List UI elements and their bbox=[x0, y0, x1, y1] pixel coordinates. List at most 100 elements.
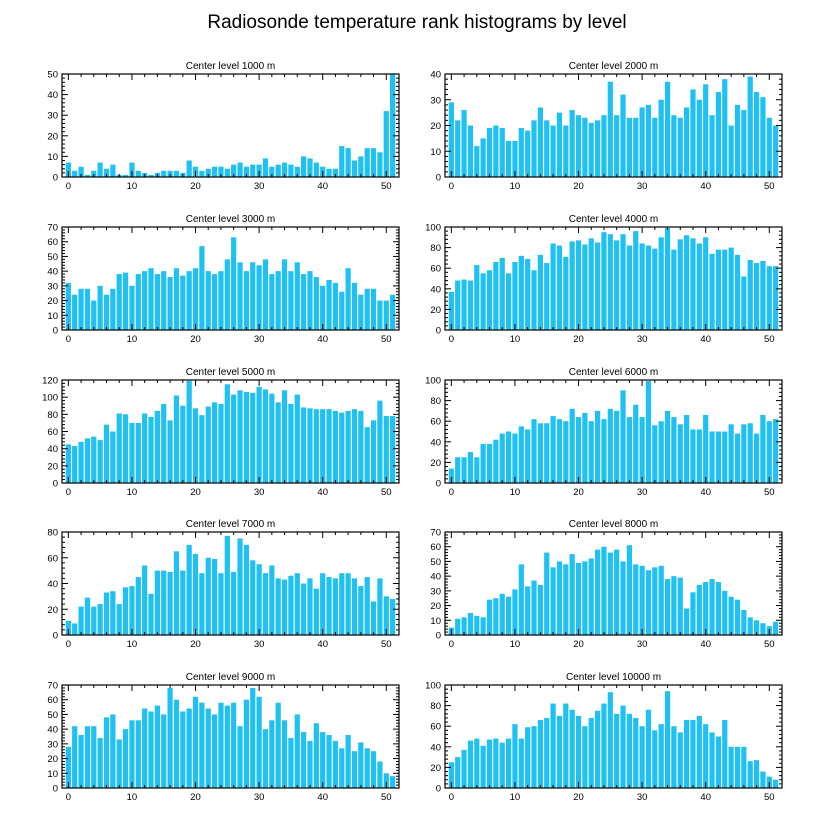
bar bbox=[480, 273, 486, 330]
bar bbox=[370, 288, 377, 330]
bar bbox=[275, 402, 281, 483]
x-tick-label: 0 bbox=[66, 487, 71, 498]
y-tick-label: 20 bbox=[430, 121, 441, 132]
x-tick-label: 40 bbox=[700, 334, 711, 345]
y-tick-label: 0 bbox=[436, 326, 441, 337]
bar bbox=[167, 277, 173, 330]
bar bbox=[91, 170, 97, 177]
x-tick-label: 0 bbox=[66, 334, 71, 345]
bar bbox=[148, 711, 154, 788]
bar bbox=[281, 390, 288, 483]
bar bbox=[512, 140, 518, 177]
bar bbox=[601, 419, 607, 483]
x-tick-label: 50 bbox=[381, 639, 392, 650]
bar bbox=[186, 708, 192, 788]
x-tick-label: 50 bbox=[764, 792, 775, 803]
bar bbox=[582, 726, 588, 788]
bar bbox=[237, 538, 243, 635]
bar bbox=[766, 421, 772, 483]
bar bbox=[122, 729, 129, 788]
bar bbox=[186, 544, 192, 636]
x-tick-label: 40 bbox=[317, 181, 328, 192]
bar bbox=[339, 412, 345, 483]
bar bbox=[664, 579, 671, 635]
bar bbox=[467, 125, 474, 177]
x-tick-label: 0 bbox=[66, 792, 71, 803]
bar bbox=[218, 573, 224, 635]
bar bbox=[645, 570, 652, 635]
bar bbox=[173, 170, 180, 177]
panel-5: Center level 5000 m 0 10 20 30 40 50 0 20 40 60 80 1… bbox=[42, 367, 400, 498]
bar bbox=[563, 564, 569, 635]
bar bbox=[753, 92, 760, 177]
bar bbox=[556, 419, 563, 483]
y-tick-label: 80 bbox=[47, 410, 58, 421]
x-tick-label: 30 bbox=[254, 334, 265, 345]
plot-frame bbox=[444, 226, 783, 331]
bar bbox=[180, 405, 186, 483]
bar bbox=[84, 726, 91, 788]
bar bbox=[212, 402, 218, 483]
panel-title: Center level 1000 m bbox=[186, 61, 276, 72]
bar bbox=[358, 156, 364, 177]
panel-3: Center level 3000 m 0 10 20 30 40 50 0 10 20 30 40 5… bbox=[47, 214, 400, 345]
bar bbox=[231, 702, 237, 788]
bar bbox=[709, 115, 715, 177]
x-tick-label: 0 bbox=[449, 181, 454, 192]
y-tick-label: 10 bbox=[47, 152, 58, 163]
bar bbox=[734, 746, 741, 788]
y-tick-label: 20 bbox=[47, 754, 58, 765]
bar bbox=[390, 294, 396, 330]
y-tick-label: 30 bbox=[430, 95, 441, 106]
bar bbox=[281, 579, 288, 635]
bar bbox=[639, 417, 645, 483]
bar bbox=[370, 420, 377, 483]
y-tick-label: 80 bbox=[430, 396, 441, 407]
x-tick-label: 0 bbox=[66, 181, 71, 192]
bar bbox=[544, 552, 550, 635]
bar bbox=[161, 570, 167, 636]
bar bbox=[709, 579, 715, 635]
x-tick-label: 40 bbox=[317, 639, 328, 650]
panel-title: Center level 9000 m bbox=[186, 672, 276, 683]
bar bbox=[364, 288, 370, 330]
bar bbox=[696, 99, 702, 177]
bar bbox=[275, 578, 281, 635]
bar bbox=[186, 380, 192, 483]
bar bbox=[186, 160, 192, 177]
bar bbox=[218, 271, 224, 330]
bar bbox=[301, 407, 307, 483]
bar bbox=[671, 576, 677, 635]
bar bbox=[313, 162, 319, 177]
bar bbox=[383, 300, 389, 330]
bar bbox=[607, 234, 613, 330]
bar bbox=[142, 565, 148, 635]
bar bbox=[326, 279, 332, 330]
bar bbox=[582, 244, 588, 330]
bar bbox=[192, 408, 199, 483]
y-tick-label: 10 bbox=[430, 616, 441, 627]
bar bbox=[307, 578, 313, 635]
x-tick-label: 0 bbox=[449, 792, 454, 803]
bar bbox=[345, 268, 351, 330]
bar bbox=[148, 268, 154, 330]
y-tick-label: 40 bbox=[430, 284, 441, 295]
bar bbox=[512, 724, 518, 788]
bar bbox=[690, 89, 696, 177]
bar bbox=[218, 166, 224, 177]
bar bbox=[461, 749, 467, 788]
bar bbox=[116, 413, 122, 483]
bar bbox=[703, 582, 709, 635]
bar bbox=[72, 446, 78, 483]
bar bbox=[161, 170, 167, 177]
bar bbox=[614, 549, 620, 635]
plot-frame bbox=[444, 684, 783, 789]
bar bbox=[645, 709, 652, 788]
y-tick-label: 0 bbox=[436, 631, 441, 642]
y-tick-label: 30 bbox=[47, 281, 58, 292]
bar bbox=[747, 761, 753, 788]
bar bbox=[97, 162, 103, 177]
bar bbox=[313, 588, 319, 635]
bar bbox=[167, 571, 173, 635]
bar bbox=[480, 745, 486, 788]
